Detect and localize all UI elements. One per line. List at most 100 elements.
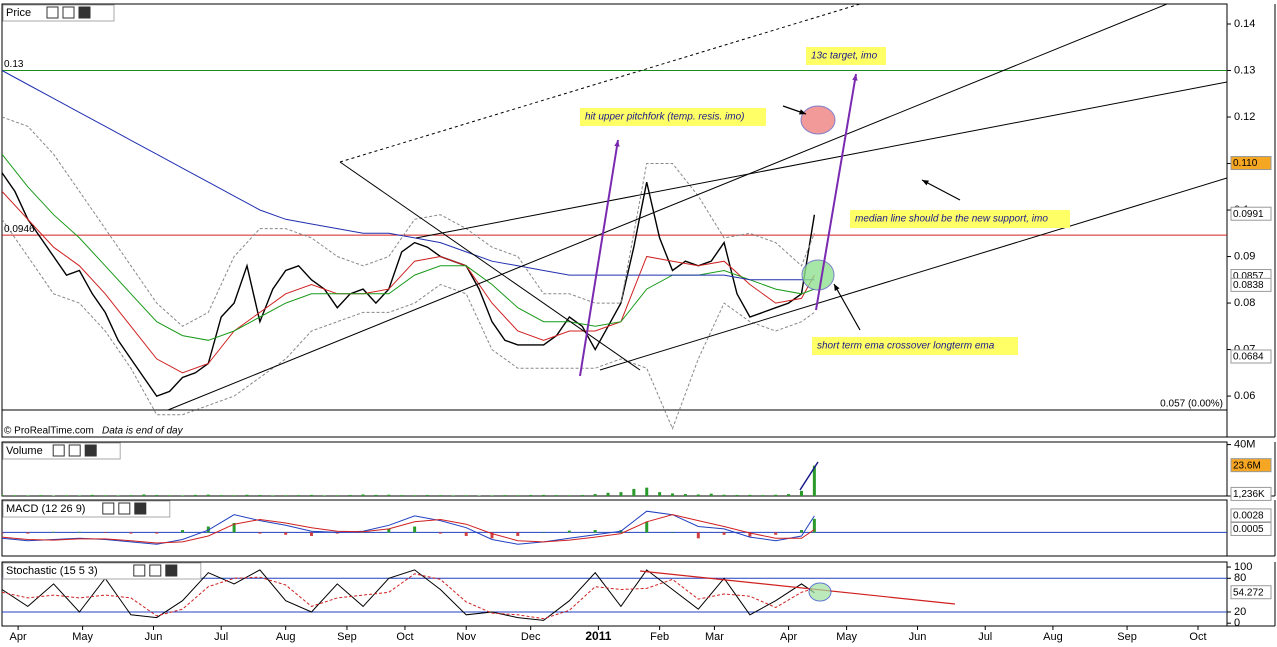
bar	[64, 495, 68, 496]
bar	[787, 494, 791, 496]
y-tick-label: 0	[1234, 617, 1240, 629]
arrow	[579, 139, 619, 377]
panel-icon[interactable]	[134, 502, 147, 515]
x-tick-label: Nov	[456, 631, 476, 643]
bar	[284, 495, 288, 496]
panel-icon[interactable]	[149, 564, 162, 577]
panel-icon[interactable]	[52, 444, 65, 457]
value-box	[1230, 206, 1272, 221]
bar	[696, 494, 700, 496]
bar	[529, 494, 533, 496]
bar	[696, 532, 700, 539]
annotation: median line should be the new support, i…	[855, 214, 1048, 225]
bar	[438, 495, 442, 496]
bar	[284, 532, 288, 535]
bar	[322, 495, 326, 496]
bar	[748, 532, 752, 537]
x-tick-label: Aug	[276, 631, 296, 643]
panel-frame	[1, 561, 1228, 627]
series-line	[2, 116, 815, 327]
bar	[206, 494, 210, 496]
value-box-label: 23.6M	[1233, 460, 1261, 471]
pitchfork-line	[339, 4, 861, 163]
bar	[709, 493, 713, 496]
panel-icon[interactable]	[84, 444, 97, 457]
bar	[645, 521, 649, 533]
bar	[477, 495, 481, 496]
arrow-head	[922, 180, 929, 186]
bar	[567, 530, 571, 533]
panel-icon[interactable]	[165, 564, 178, 577]
value-box	[1230, 349, 1272, 364]
x-tick-label: Mar	[705, 631, 724, 643]
bar	[413, 526, 417, 533]
annotation: 13c target, imo	[811, 51, 878, 62]
reference-label: 0.0946	[4, 224, 35, 235]
bar	[206, 526, 210, 533]
arrow	[921, 179, 961, 201]
bar	[516, 495, 520, 496]
bar	[593, 530, 597, 533]
y-tick-label: 20	[1234, 606, 1246, 618]
bar	[348, 494, 352, 496]
bar	[387, 494, 391, 496]
bar	[812, 518, 816, 533]
x-tick-label: Dec	[521, 631, 541, 643]
panel-icon[interactable]	[62, 6, 75, 19]
arrow-head	[799, 109, 806, 115]
panel-icon[interactable]	[133, 564, 146, 577]
bar	[413, 495, 417, 496]
bar	[438, 532, 442, 534]
pitchfork-line	[599, 177, 1227, 371]
bar	[13, 495, 17, 496]
panel-icon[interactable]	[68, 444, 81, 457]
bar	[722, 532, 726, 535]
bar	[671, 532, 675, 533]
panel-icon[interactable]	[102, 502, 115, 515]
annotation-box	[580, 108, 766, 126]
x-tick-label: Jul	[214, 631, 228, 643]
bar	[52, 531, 56, 533]
y-tick-label: 40M	[1234, 438, 1255, 450]
series-line	[2, 172, 816, 397]
bar	[258, 532, 262, 534]
bar	[142, 494, 146, 496]
value-box-label: 54.272	[1233, 587, 1264, 598]
series-line	[2, 514, 815, 544]
panel-icon[interactable]	[78, 6, 91, 19]
pitchfork-line	[339, 161, 641, 371]
x-tick-label: Jun	[909, 631, 927, 643]
bar	[593, 494, 597, 496]
bar	[606, 492, 610, 496]
bar	[271, 495, 275, 496]
bar	[464, 532, 468, 536]
bar	[387, 528, 391, 533]
panel-icon[interactable]	[118, 502, 131, 515]
bar	[722, 494, 726, 496]
bar	[335, 532, 339, 534]
plot-area	[2, 461, 819, 496]
x-tick-label: May	[836, 631, 857, 643]
reference-label: 0.057 (0.00%)	[1160, 399, 1223, 410]
bar	[155, 532, 159, 534]
bar	[658, 492, 662, 496]
arrow-head	[614, 140, 620, 147]
x-tick-label: Jul	[978, 631, 992, 643]
bar	[671, 493, 675, 496]
plot-area	[2, 569, 1227, 621]
annotation: hit upper pitchfork (temp. resis. imo)	[585, 112, 745, 123]
x-tick-label: Apr	[10, 631, 27, 643]
x-tick-label: Jun	[145, 631, 163, 643]
panel-icon[interactable]	[46, 6, 59, 19]
panel-title: Volume	[6, 445, 43, 457]
bar	[464, 495, 468, 496]
y-tick-label: 0.08	[1234, 297, 1255, 309]
source-note: Data is end of day	[102, 426, 184, 437]
arrow-head	[834, 284, 840, 291]
bar	[26, 532, 30, 534]
bar	[168, 495, 172, 496]
value-box-label: 0.0028	[1233, 511, 1264, 522]
bar	[799, 530, 803, 533]
bar	[503, 495, 507, 496]
